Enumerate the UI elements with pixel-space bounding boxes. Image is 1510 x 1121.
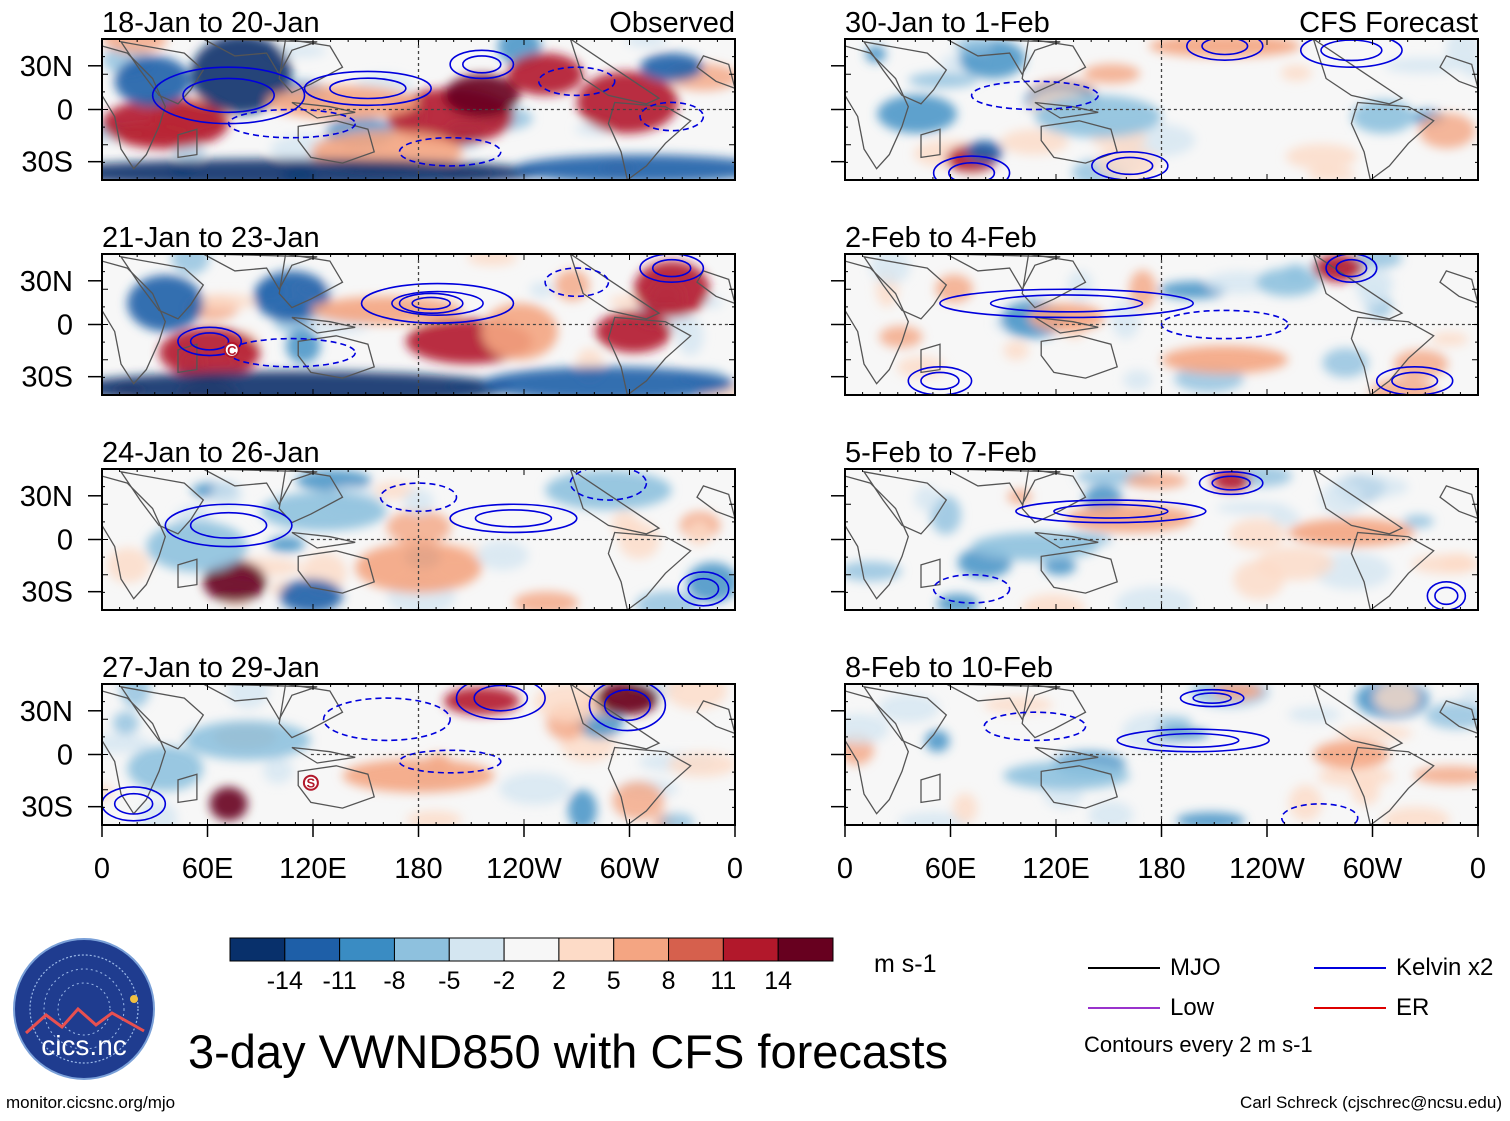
legend-label-kelvin: Kelvin x2	[1396, 954, 1494, 981]
cicsnc-logo: cics.nc	[12, 937, 157, 1082]
lat-tick-label: 30S	[21, 577, 73, 609]
legend: MJO Kelvin x2 Low ER	[1088, 950, 1508, 1060]
colorbar-units: m s-1	[874, 950, 937, 978]
header-observed: Observed	[609, 7, 735, 39]
colorbar-tick-label: 2	[552, 967, 566, 995]
legend-swatch-kelvin	[1314, 967, 1386, 969]
map-panel-r1: 2-Feb to 4-Feb	[844, 222, 1479, 396]
colorbar-swatch	[558, 937, 615, 962]
panel-date-label: 8-Feb to 10-Feb	[845, 652, 1053, 684]
lat-tick-label: 30S	[21, 147, 73, 179]
legend-item-kelvin: Kelvin x2	[1314, 954, 1493, 982]
lon-tick-label: 120E	[1022, 853, 1090, 885]
colorbar-tick-label: 5	[607, 967, 621, 995]
colorbar-swatch	[668, 937, 724, 962]
panel-date-label: 18-Jan to 20-Jan	[102, 7, 320, 39]
legend-label-er: ER	[1396, 994, 1430, 1021]
lat-tick-label: 0	[57, 525, 73, 557]
lon-tick-label: 120W	[1229, 853, 1305, 885]
colorbar-swatch	[503, 937, 560, 962]
header-cfs-forecast: CFS Forecast	[1299, 7, 1478, 39]
lon-tick-label: 60E	[182, 853, 234, 885]
legend-swatch-er	[1314, 1007, 1386, 1009]
map-panel-l0: 18-Jan to 20-Jan	[101, 7, 736, 181]
lon-tick-label: 60W	[600, 853, 660, 885]
colorbar-swatch	[722, 937, 779, 962]
map-panel-r0: 30-Jan to 1-Feb	[844, 7, 1479, 181]
lon-tick-label: 120E	[279, 853, 347, 885]
lat-tick-label: 0	[57, 95, 73, 127]
colorbar-tick-label: -14	[267, 967, 303, 995]
lat-tick-label: 30N	[20, 696, 73, 728]
lon-tick-label: 180	[394, 853, 442, 885]
lat-tick-label: 30N	[20, 51, 73, 83]
lon-tick-label: 0	[94, 853, 110, 885]
lat-tick-label: 0	[57, 310, 73, 342]
lon-tick-label: 120W	[486, 853, 562, 885]
logo-text: cics.nc	[41, 1030, 127, 1061]
colorbar-tick-label: 8	[662, 967, 676, 995]
storm-marker-icon	[223, 341, 240, 358]
map-panel-r2: 5-Feb to 7-Feb	[844, 437, 1479, 611]
legend-swatch-low	[1088, 1007, 1160, 1009]
lon-tick-label: 0	[837, 853, 853, 885]
lat-tick-label: 0	[57, 740, 73, 772]
panel-date-label: 5-Feb to 7-Feb	[845, 437, 1037, 469]
legend-item-er: ER	[1314, 994, 1429, 1022]
legend-item-mjo: MJO	[1088, 954, 1221, 982]
lon-tick-label: 180	[1137, 853, 1185, 885]
colorbar-swatch	[339, 937, 395, 962]
colorbar-swatch	[229, 937, 286, 962]
map-panel-l2: 24-Jan to 26-Jan	[101, 437, 736, 611]
colorbar-swatch	[448, 937, 505, 962]
lat-tick-label: 30S	[21, 362, 73, 394]
storm-marker-label: C	[227, 343, 237, 358]
panel-date-label: 2-Feb to 4-Feb	[845, 222, 1037, 254]
colorbar-tick-label: 11	[710, 967, 736, 995]
panel-date-label: 30-Jan to 1-Feb	[845, 7, 1050, 39]
lon-tick-label: 60E	[925, 853, 977, 885]
colorbar-tick-label: -2	[493, 967, 515, 995]
colorbar-swatch	[393, 937, 450, 962]
footer-credit: Carl Schreck (cjschrec@ncsu.edu)	[1240, 1093, 1502, 1112]
contour-note: Contours every 2 m s-1	[1084, 1032, 1313, 1057]
lon-tick-label: 60W	[1343, 853, 1403, 885]
lat-tick-label: 30N	[20, 266, 73, 298]
lat-tick-label: 30N	[20, 481, 73, 513]
page-title: 3-day VWND850 with CFS forecasts	[188, 1025, 949, 1078]
lon-tick-label: 0	[1470, 853, 1486, 885]
panel-date-label: 24-Jan to 26-Jan	[102, 437, 320, 469]
colorbar-tick-label: -8	[383, 967, 405, 995]
footer-url: monitor.cicsnc.org/mjo	[6, 1093, 176, 1112]
storm-marker-icon	[302, 774, 319, 791]
colorbar-swatch	[613, 937, 670, 962]
lon-tick-label: 0	[727, 853, 743, 885]
legend-label-low: Low	[1170, 994, 1215, 1021]
legend-label-mjo: MJO	[1170, 954, 1221, 981]
colorbar-tick-label: -11	[322, 967, 356, 995]
panel-date-label: 27-Jan to 29-Jan	[102, 652, 320, 684]
map-panel-r3: 8-Feb to 10-Feb	[844, 652, 1479, 826]
map-panel-l3: S 27-Jan to 29-Jan	[101, 652, 736, 826]
colorbar-swatch	[284, 937, 341, 962]
colorbar-tick-label: 14	[764, 967, 792, 995]
storm-marker-label: S	[307, 776, 316, 791]
panel-date-label: 21-Jan to 23-Jan	[102, 222, 320, 254]
map-panel-l1: C 21-Jan to 23-Jan	[101, 222, 736, 396]
legend-item-low: Low	[1088, 994, 1214, 1022]
colorbar-tick-label: -5	[438, 967, 460, 995]
lat-tick-label: 30S	[21, 792, 73, 824]
colorbar-swatch	[777, 937, 834, 962]
legend-swatch-mjo	[1088, 967, 1160, 969]
